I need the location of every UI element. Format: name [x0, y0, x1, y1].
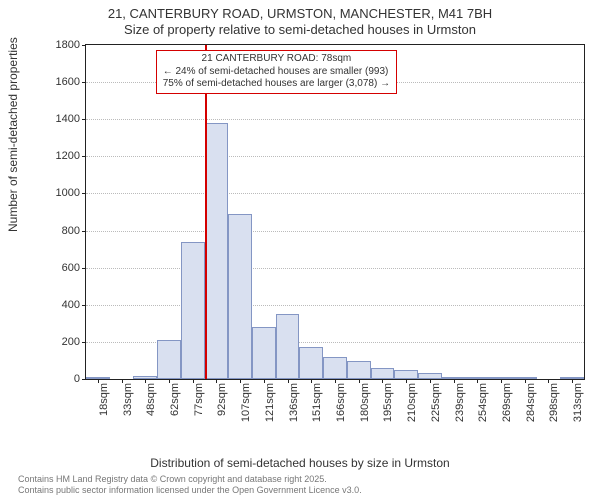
callout-line-0: 21 CANTERBURY ROAD: 78sqm — [163, 53, 390, 66]
y-tick-mark — [82, 45, 86, 46]
x-tick-label: 284sqm — [525, 383, 537, 422]
x-tick-label: 166sqm — [335, 383, 347, 422]
y-tick-mark — [82, 119, 86, 120]
x-tick-label: 62sqm — [169, 383, 181, 416]
histogram-bar — [347, 361, 371, 379]
callout-box: 21 CANTERBURY ROAD: 78sqm← 24% of semi-d… — [156, 50, 397, 94]
title-line2: Size of property relative to semi-detach… — [0, 22, 600, 38]
x-tick-label: 107sqm — [240, 383, 252, 422]
y-tick-label: 400 — [62, 299, 80, 311]
x-tick-label: 225sqm — [430, 383, 442, 422]
histogram-bar — [276, 314, 300, 379]
histogram-bar — [323, 357, 347, 379]
chart-box: 02004006008001000120014001600180018sqm33… — [55, 44, 585, 424]
callout-line-2: 75% of semi-detached houses are larger (… — [163, 78, 390, 91]
attribution-block: Contains HM Land Registry data © Crown c… — [18, 474, 362, 496]
y-tick-mark — [82, 82, 86, 83]
attribution-line2: Contains public sector information licen… — [18, 485, 362, 496]
y-tick-mark — [82, 193, 86, 194]
x-tick-label: 151sqm — [311, 383, 323, 422]
y-tick-label: 800 — [62, 225, 80, 237]
y-tick-label: 1000 — [56, 187, 80, 199]
x-tick-label: 269sqm — [501, 383, 513, 422]
x-tick-label: 136sqm — [288, 383, 300, 422]
histogram-bar — [299, 347, 323, 379]
y-tick-mark — [82, 156, 86, 157]
histogram-bar — [228, 214, 252, 379]
x-tick-label: 92sqm — [216, 383, 228, 416]
x-tick-label: 313sqm — [572, 383, 584, 422]
gridline — [86, 305, 584, 306]
y-axis-label: Number of semi-detached properties — [6, 37, 20, 232]
y-tick-label: 1800 — [56, 39, 80, 51]
x-tick-label: 210sqm — [406, 383, 418, 422]
x-axis-label: Distribution of semi-detached houses by … — [0, 456, 600, 470]
y-tick-mark — [82, 342, 86, 343]
histogram-bar — [157, 340, 181, 379]
x-tick-label: 18sqm — [98, 383, 110, 416]
histogram-bar — [394, 370, 418, 379]
y-tick-mark — [82, 268, 86, 269]
y-tick-label: 600 — [62, 262, 80, 274]
x-tick-label: 48sqm — [145, 383, 157, 416]
histogram-bar — [371, 368, 395, 379]
x-tick-label: 195sqm — [382, 383, 394, 422]
plot-area: 02004006008001000120014001600180018sqm33… — [85, 44, 585, 380]
gridline — [86, 156, 584, 157]
x-tick-label: 121sqm — [264, 383, 276, 422]
gridline — [86, 193, 584, 194]
x-tick-label: 239sqm — [454, 383, 466, 422]
title-block: 21, CANTERBURY ROAD, URMSTON, MANCHESTER… — [0, 0, 600, 37]
callout-line-1: ← 24% of semi-detached houses are smalle… — [163, 66, 390, 79]
histogram-bar — [252, 327, 276, 379]
y-tick-label: 1200 — [56, 150, 80, 162]
histogram-bar — [181, 242, 205, 379]
reference-line — [205, 45, 207, 379]
y-tick-mark — [82, 379, 86, 380]
gridline — [86, 119, 584, 120]
x-tick-label: 77sqm — [193, 383, 205, 416]
gridline — [86, 268, 584, 269]
y-tick-label: 200 — [62, 336, 80, 348]
title-line1: 21, CANTERBURY ROAD, URMSTON, MANCHESTER… — [0, 6, 600, 22]
gridline — [86, 231, 584, 232]
y-tick-label: 1600 — [56, 76, 80, 88]
y-tick-label: 0 — [74, 373, 80, 385]
y-tick-mark — [82, 305, 86, 306]
x-tick-label: 298sqm — [548, 383, 560, 422]
x-tick-label: 180sqm — [359, 383, 371, 422]
x-tick-label: 254sqm — [477, 383, 489, 422]
y-tick-mark — [82, 231, 86, 232]
y-tick-label: 1400 — [56, 113, 80, 125]
attribution-line1: Contains HM Land Registry data © Crown c… — [18, 474, 362, 485]
figure: 21, CANTERBURY ROAD, URMSTON, MANCHESTER… — [0, 0, 600, 500]
x-tick-label: 33sqm — [122, 383, 134, 416]
histogram-bar — [205, 123, 229, 379]
